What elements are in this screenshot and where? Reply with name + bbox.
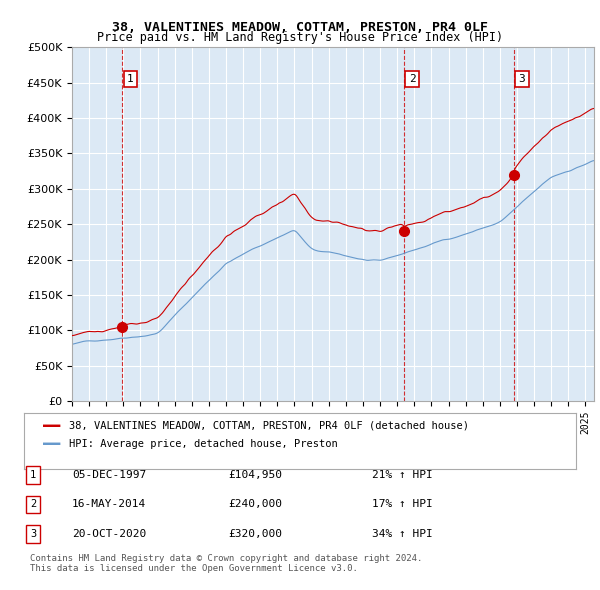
Text: £240,000: £240,000 [228, 500, 282, 509]
Text: 05-DEC-1997: 05-DEC-1997 [72, 470, 146, 480]
Text: 3: 3 [30, 529, 36, 539]
Text: 1: 1 [127, 74, 134, 84]
Text: —: — [42, 417, 61, 435]
Text: 38, VALENTINES MEADOW, COTTAM, PRESTON, PR4 0LF: 38, VALENTINES MEADOW, COTTAM, PRESTON, … [112, 21, 488, 34]
Text: £320,000: £320,000 [228, 529, 282, 539]
Text: 21% ↑ HPI: 21% ↑ HPI [372, 470, 433, 480]
Text: 34% ↑ HPI: 34% ↑ HPI [372, 529, 433, 539]
Text: 38, VALENTINES MEADOW, COTTAM, PRESTON, PR4 0LF (detached house): 38, VALENTINES MEADOW, COTTAM, PRESTON, … [69, 421, 469, 431]
Text: 17% ↑ HPI: 17% ↑ HPI [372, 500, 433, 509]
Text: 2: 2 [409, 74, 415, 84]
Text: 20-OCT-2020: 20-OCT-2020 [72, 529, 146, 539]
Text: 3: 3 [518, 74, 526, 84]
Text: £104,950: £104,950 [228, 470, 282, 480]
Text: 2: 2 [30, 500, 36, 509]
Text: Price paid vs. HM Land Registry's House Price Index (HPI): Price paid vs. HM Land Registry's House … [97, 31, 503, 44]
Text: HPI: Average price, detached house, Preston: HPI: Average price, detached house, Pres… [69, 439, 338, 448]
Text: 16-MAY-2014: 16-MAY-2014 [72, 500, 146, 509]
Text: —: — [42, 434, 61, 453]
Text: 1: 1 [30, 470, 36, 480]
Text: Contains HM Land Registry data © Crown copyright and database right 2024.
This d: Contains HM Land Registry data © Crown c… [30, 554, 422, 573]
